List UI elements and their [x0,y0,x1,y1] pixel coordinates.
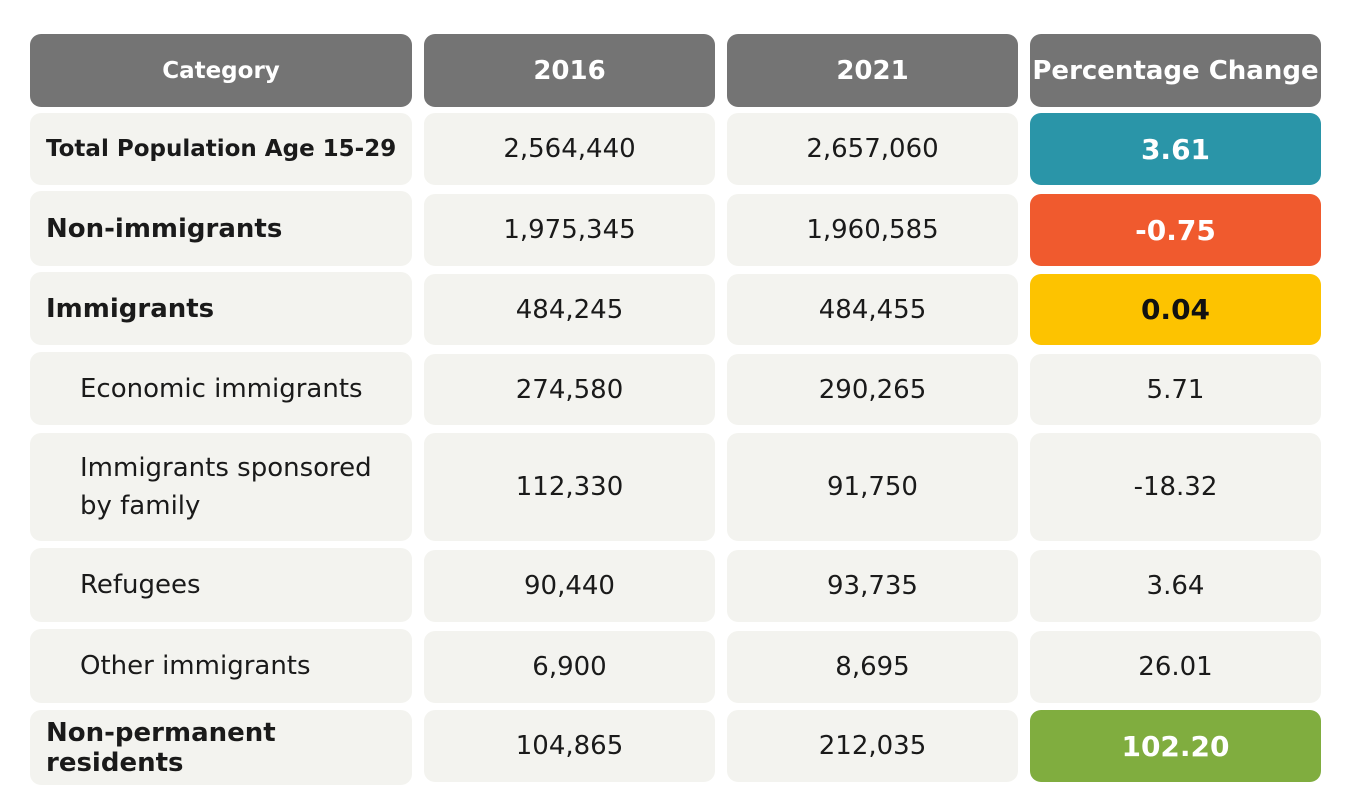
header-percentage-change: Percentage Change [1030,34,1321,107]
value-2021-sponsored-by-family: 91,750 [727,433,1018,541]
value-2021-other-immigrants: 8,695 [727,631,1018,703]
change-refugees: 3.64 [1030,550,1321,622]
value-2016-non-immigrants: 1,975,345 [424,194,715,266]
row-label-immigrants: Immigrants [30,272,412,345]
header-category: Category [30,34,412,107]
change-other-immigrants: 26.01 [1030,631,1321,703]
change-non-immigrants: -0.75 [1030,194,1321,266]
header-2021: 2021 [727,34,1018,107]
value-2016-immigrants: 484,245 [424,274,715,345]
row-label-other-immigrants: Other immigrants [30,629,412,703]
value-2021-refugees: 93,735 [727,550,1018,622]
value-2021-total-population: 2,657,060 [727,113,1018,185]
change-non-permanent-residents: 102.20 [1030,710,1321,782]
change-immigrants: 0.04 [1030,274,1321,345]
row-label-total-population: Total Population Age 15-29 [30,113,412,185]
value-2021-economic-immigrants: 290,265 [727,354,1018,425]
header-2016: 2016 [424,34,715,107]
value-2016-refugees: 90,440 [424,550,715,622]
value-2016-total-population: 2,564,440 [424,113,715,185]
value-2021-non-immigrants: 1,960,585 [727,194,1018,266]
value-2016-other-immigrants: 6,900 [424,631,715,703]
value-2021-immigrants: 484,455 [727,274,1018,345]
change-economic-immigrants: 5.71 [1030,354,1321,425]
row-label-immigrants-sponsored-by-family: Immigrants sponsored by family [30,433,412,541]
value-2021-non-permanent-residents: 212,035 [727,710,1018,782]
row-label-economic-immigrants: Economic immigrants [30,352,412,425]
row-label-non-permanent-residents: Non-permanent residents [30,710,412,785]
change-total-population: 3.61 [1030,113,1321,185]
row-label-non-immigrants: Non-immigrants [30,191,412,266]
value-2016-sponsored-by-family: 112,330 [424,433,715,541]
value-2016-non-permanent-residents: 104,865 [424,710,715,782]
change-sponsored-by-family: -18.32 [1030,433,1321,541]
value-2016-economic-immigrants: 274,580 [424,354,715,425]
row-label-refugees: Refugees [30,548,412,622]
